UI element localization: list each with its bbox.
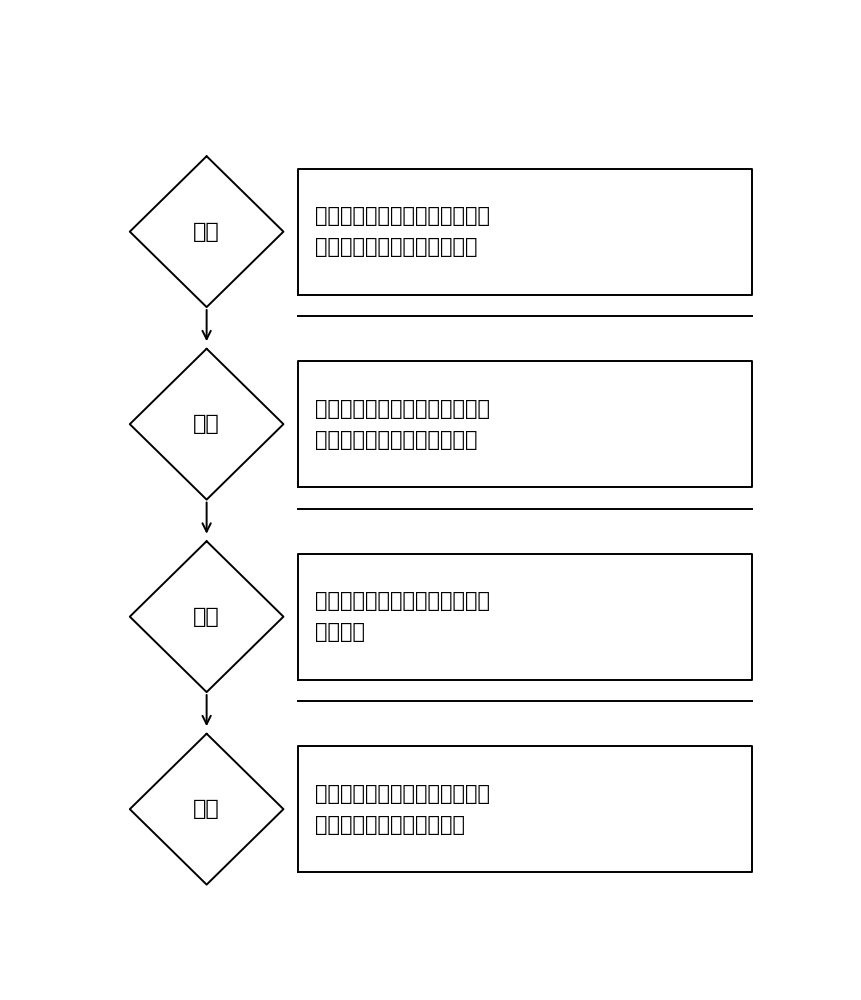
Text: 混料: 混料 bbox=[193, 222, 220, 242]
Text: 造粒: 造粒 bbox=[193, 607, 220, 627]
Text: 电池电极用陶瓷粉体，无机碳源
等活性物质前驱体球磨混料。: 电池电极用陶瓷粉体，无机碳源 等活性物质前驱体球磨混料。 bbox=[314, 206, 489, 257]
Text: 使用板框式压滤设备或者离心式
过滤设备，再放入烘箱干燥。: 使用板框式压滤设备或者离心式 过滤设备，再放入烘箱干燥。 bbox=[314, 399, 489, 450]
Text: 压片: 压片 bbox=[193, 799, 220, 819]
Text: 使用摇摆式造粒机或者干法制粒
机造粒。: 使用摇摆式造粒机或者干法制粒 机造粒。 bbox=[314, 591, 489, 642]
Text: 干燥: 干燥 bbox=[193, 414, 220, 434]
Text: 使用全自动粉末成型设备，配合
极片所需的模具干压成型。: 使用全自动粉末成型设备，配合 极片所需的模具干压成型。 bbox=[314, 784, 489, 835]
